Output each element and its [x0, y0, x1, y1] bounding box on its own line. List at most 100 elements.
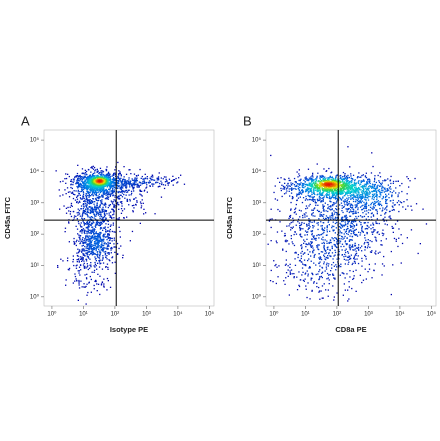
event-dot — [98, 261, 101, 263]
event-dot — [77, 214, 79, 216]
event-dot — [75, 215, 77, 218]
event-dot — [100, 283, 103, 285]
event-dot — [290, 235, 292, 237]
event-dot — [82, 257, 84, 259]
event-dot — [372, 214, 375, 216]
event-dot — [88, 282, 90, 284]
event-dot — [373, 203, 375, 205]
event-dot — [293, 277, 295, 279]
event-dot — [325, 194, 327, 196]
event-dot — [317, 180, 320, 182]
event-dot — [320, 180, 322, 182]
event-dot — [85, 239, 87, 241]
event-dot — [105, 243, 107, 245]
event-dot — [365, 207, 367, 209]
event-dot — [395, 192, 397, 194]
event-dot — [112, 192, 114, 194]
event-dot — [82, 228, 85, 230]
event-dot — [367, 193, 369, 195]
event-dot — [84, 254, 86, 257]
event-dot — [90, 232, 93, 234]
event-dot — [284, 178, 286, 181]
event-dot — [310, 241, 312, 243]
event-dot — [117, 177, 119, 179]
event-dot — [352, 189, 354, 191]
event-dot — [352, 278, 354, 280]
event-dot — [86, 203, 88, 205]
event-dot — [392, 206, 394, 208]
event-dot — [343, 181, 345, 183]
event-dot — [353, 249, 355, 251]
event-dot — [333, 265, 335, 267]
event-dot — [334, 198, 337, 200]
event-dot — [88, 251, 91, 253]
event-dot — [118, 182, 120, 185]
event-dot — [307, 188, 309, 190]
event-dot — [335, 179, 337, 181]
event-dot — [369, 185, 371, 187]
event-dot — [341, 187, 344, 189]
event-dot — [363, 192, 365, 194]
event-dot — [292, 188, 294, 190]
event-dot — [117, 218, 120, 220]
event-dot — [84, 184, 87, 186]
event-dot — [113, 199, 115, 201]
event-dot — [71, 180, 73, 183]
event-dot — [105, 236, 107, 238]
event-dot — [74, 199, 77, 201]
event-dot — [339, 240, 342, 242]
event-dot — [297, 193, 299, 196]
event-dot — [384, 188, 386, 190]
event-dot — [334, 180, 336, 182]
event-dot — [86, 179, 88, 181]
event-dot — [102, 217, 104, 219]
event-dot — [344, 198, 346, 201]
event-dot — [119, 187, 121, 189]
event-dot — [90, 278, 92, 281]
event-dot — [99, 259, 101, 261]
event-dot — [82, 193, 85, 196]
event-dot — [89, 189, 91, 191]
event-dot — [283, 280, 285, 282]
event-dot — [304, 252, 306, 254]
event-dot — [324, 227, 326, 229]
event-dot — [285, 188, 288, 190]
event-dot — [295, 181, 297, 183]
event-dot — [93, 230, 95, 232]
event-dot — [376, 201, 378, 203]
event-dot — [288, 225, 290, 227]
event-dot — [107, 241, 109, 243]
event-dot — [113, 186, 116, 189]
event-dot — [364, 176, 367, 178]
event-dot — [106, 239, 108, 241]
event-dot — [81, 187, 83, 189]
event-dot — [82, 203, 85, 205]
event-dot — [93, 246, 96, 249]
event-dot — [79, 176, 82, 178]
event-dot — [334, 277, 336, 279]
event-dot — [283, 188, 286, 190]
event-dot — [379, 176, 382, 178]
event-dot — [326, 225, 328, 227]
event-dot — [313, 262, 315, 264]
event-dot — [114, 272, 116, 274]
event-dot — [364, 241, 366, 244]
event-dot — [70, 204, 72, 206]
event-dot — [367, 188, 369, 190]
event-dot — [298, 183, 300, 185]
event-dot — [328, 263, 330, 265]
event-dot — [322, 205, 324, 208]
event-dot — [291, 184, 293, 186]
event-dot — [340, 192, 342, 195]
event-dot — [270, 154, 272, 157]
event-dot — [353, 225, 356, 227]
event-dot — [83, 254, 85, 256]
event-dot — [160, 196, 163, 198]
event-dot — [297, 176, 299, 178]
event-dot — [322, 229, 324, 231]
event-dot — [390, 293, 392, 296]
event-dot — [93, 229, 95, 231]
event-dot — [91, 211, 94, 214]
event-dot — [383, 233, 385, 235]
event-dot — [308, 177, 311, 179]
